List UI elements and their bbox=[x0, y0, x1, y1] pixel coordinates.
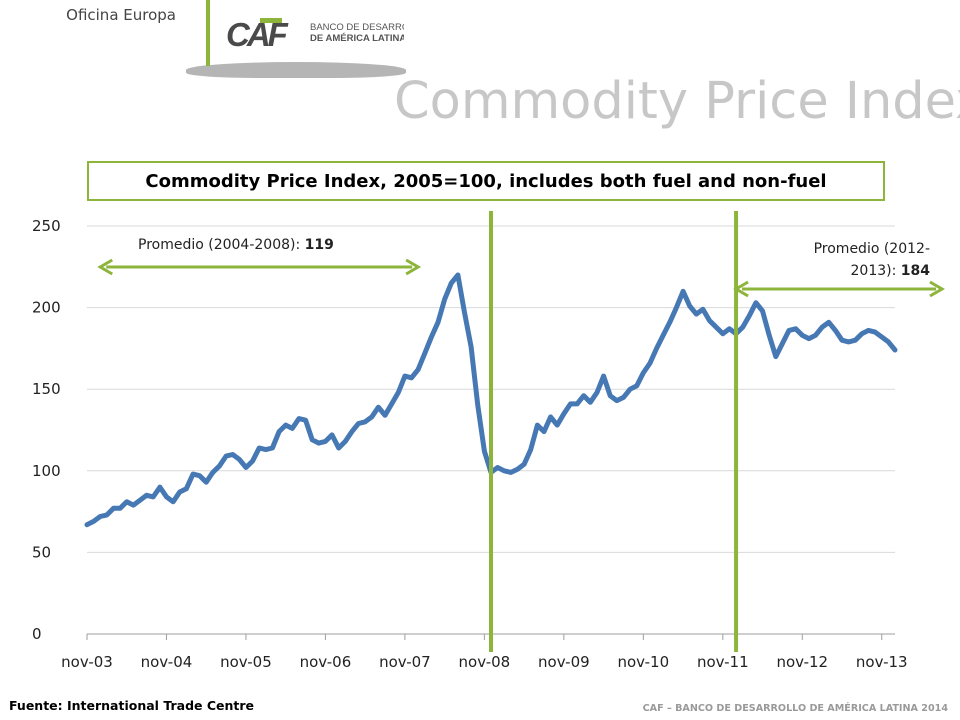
average-arrow-head-right bbox=[929, 280, 945, 298]
chart-title: Commodity Price Index, 2005=100, include… bbox=[87, 161, 885, 201]
average-arrow-head-left bbox=[733, 280, 749, 298]
average-arrow-head-left bbox=[97, 258, 114, 276]
annotation-average-2012-2013: Promedio (2012- 2013): 184 bbox=[760, 238, 930, 282]
vertical-markers bbox=[489, 211, 739, 652]
y-tick-label: 100 bbox=[32, 462, 61, 480]
page-title: Commodity Price Index, bbox=[394, 72, 960, 131]
annotation-value: 119 bbox=[304, 237, 334, 253]
y-tick-label: 200 bbox=[32, 299, 61, 317]
logo-text-line1: BANCO DE DESARROLLO bbox=[310, 22, 404, 33]
x-tick-label: nov-11 bbox=[697, 653, 749, 671]
y-tick-label: 250 bbox=[32, 217, 61, 235]
logo-box: CAF BANCO DE DESARROLLO DE AMÉRICA LATIN… bbox=[214, 0, 427, 62]
x-tick-label: nov-05 bbox=[220, 653, 272, 671]
x-tick-label: nov-12 bbox=[776, 653, 828, 671]
logo-mark-accent bbox=[260, 18, 282, 23]
y-tick-label: 50 bbox=[32, 543, 51, 561]
logo-accent-bar bbox=[206, 0, 210, 66]
caf-logo-graphic: CAF BANCO DE DESARROLLO DE AMÉRICA LATIN… bbox=[226, 16, 427, 53]
average-arrow-head-right bbox=[405, 258, 422, 276]
x-axis: nov-03 nov-04 nov-05 nov-06 nov-07 nov-08 nov-… bbox=[61, 633, 908, 671]
annotation-label-line2: 2013): bbox=[850, 263, 901, 279]
x-tick-label: nov-08 bbox=[459, 653, 511, 671]
x-tick-label: nov-04 bbox=[141, 653, 193, 671]
annotation-value: 184 bbox=[900, 263, 930, 279]
y-tick-label: 150 bbox=[32, 380, 61, 398]
x-tick-label: nov-07 bbox=[379, 653, 431, 671]
source-note: Fuente: International Trade Centre bbox=[9, 698, 255, 713]
y-tick-label: 0 bbox=[32, 625, 42, 643]
average-arrows bbox=[97, 258, 945, 298]
logo-text-line2: DE AMÉRICA LATINA bbox=[310, 33, 404, 44]
x-tick-label: nov-03 bbox=[61, 653, 113, 671]
office-label: Oficina Europa bbox=[66, 6, 176, 24]
logo-shadow bbox=[186, 62, 406, 78]
footer-brand: CAF – BANCO DE DESARROLLO DE AMÉRICA LAT… bbox=[642, 703, 948, 714]
x-tick-label: nov-13 bbox=[856, 653, 908, 671]
x-tick-label: nov-09 bbox=[538, 653, 590, 671]
annotation-average-2004-2008: Promedio (2004-2008): 119 bbox=[138, 237, 334, 253]
y-axis-tick-labels: 0 50 100 150 200 250 bbox=[32, 217, 61, 643]
x-tick-label: nov-10 bbox=[617, 653, 669, 671]
annotation-label: Promedio (2004-2008): bbox=[138, 237, 305, 253]
caf-logo: CAF BANCO DE DESARROLLO DE AMÉRICA LATIN… bbox=[186, 0, 427, 80]
annotation-label-line1: Promedio (2012- bbox=[813, 241, 930, 257]
x-tick-label: nov-06 bbox=[300, 653, 352, 671]
